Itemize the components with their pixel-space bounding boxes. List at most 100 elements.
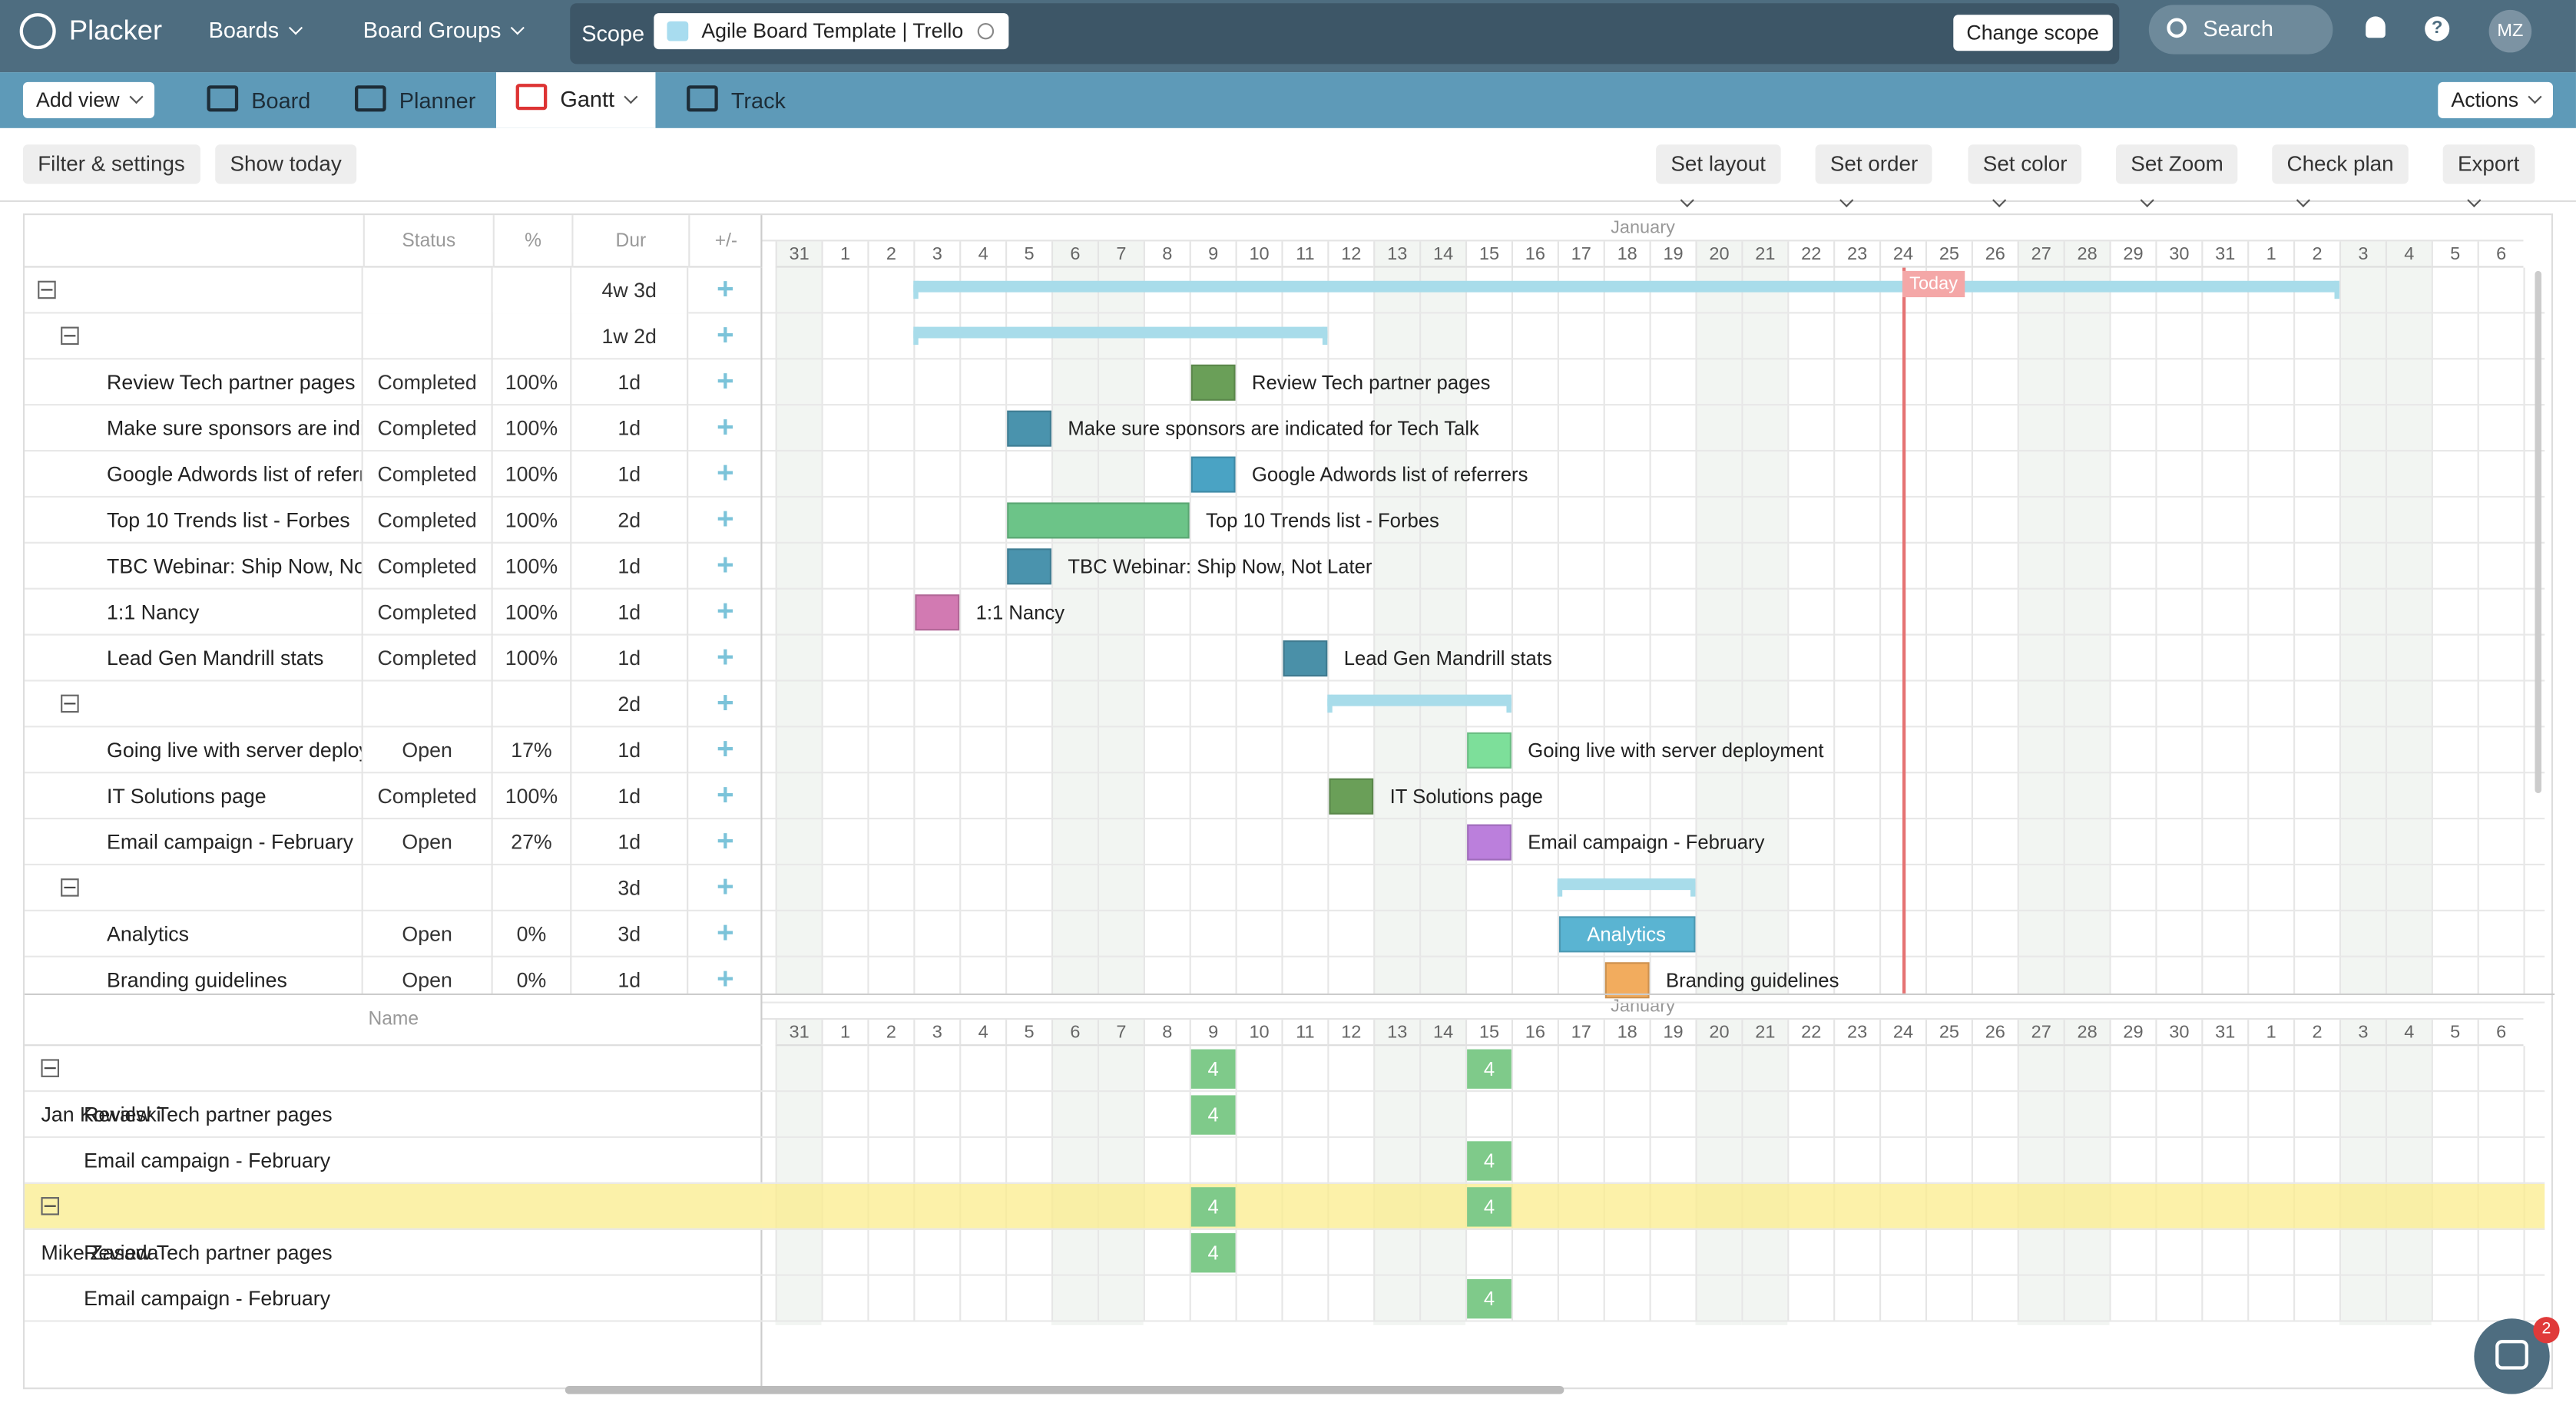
collapse-toggle[interactable] — [61, 326, 79, 346]
board-groups-menu[interactable]: Board Groups — [363, 18, 525, 43]
search[interactable]: Search — [2148, 5, 2333, 55]
row-line — [25, 1228, 763, 1230]
actions[interactable]: Actions — [2438, 81, 2554, 118]
task-bar[interactable] — [1190, 456, 1236, 493]
help[interactable]: ? — [2425, 16, 2450, 41]
icon — [1680, 193, 1694, 207]
gear — [978, 22, 995, 40]
add-button[interactable]: + — [717, 410, 734, 444]
day-label: 2 — [867, 241, 914, 268]
toolbar-button[interactable]: Set color — [1968, 144, 2082, 207]
task-bar[interactable] — [1007, 502, 1190, 539]
collapse-toggle[interactable] — [61, 878, 79, 897]
toolbar-button[interactable]: Show today — [215, 144, 357, 184]
day-label: 22 — [1787, 241, 1834, 268]
row-line — [25, 863, 761, 866]
summary-bar — [1327, 694, 1511, 706]
view-tab[interactable]: Board — [207, 85, 310, 114]
day-label: 4 — [959, 1020, 1006, 1047]
task-name: TBC Webinar: Ship Now, Not Later — [25, 543, 363, 590]
add-button[interactable]: + — [717, 824, 734, 858]
scope-chip[interactable]: Agile Board Template | Trello — [654, 13, 1010, 50]
day-label: 31 — [775, 1020, 822, 1047]
grid-line — [1833, 267, 1836, 994]
add-button[interactable]: + — [717, 962, 734, 994]
section-divider — [25, 993, 2555, 995]
timeline: January 31 1 2 3 4 5 6 7 8 9 10 11 12 13 14 15 16 17 18 19 20… — [762, 215, 2545, 1391]
view-tab[interactable]: Gantt — [495, 72, 656, 128]
toolbar-button[interactable]: Set order — [1815, 144, 1933, 207]
label: Add view — [36, 88, 120, 112]
task-bar[interactable] — [1190, 364, 1236, 401]
bell[interactable] — [2366, 16, 2386, 38]
cell-pct — [493, 865, 572, 911]
brand[interactable]: Placker — [68, 15, 163, 46]
task-bar[interactable] — [1283, 640, 1328, 677]
boards-menu[interactable]: Boards — [209, 18, 303, 43]
add-button[interactable]: + — [717, 364, 734, 398]
day-label: 9 — [1189, 1020, 1236, 1047]
row-line — [25, 541, 761, 544]
grid-line — [1971, 267, 1973, 994]
row-line — [762, 1182, 2545, 1184]
chat-button[interactable]: 2 — [2474, 1317, 2560, 1394]
grid-line — [1741, 267, 1743, 994]
collapse-toggle[interactable] — [41, 1197, 60, 1215]
collapse-toggle[interactable] — [41, 1059, 60, 1077]
add-button[interactable]: + — [717, 732, 734, 766]
task-bar[interactable] — [1467, 732, 1511, 769]
day-label: 1 — [2247, 1020, 2294, 1047]
task-bar[interactable] — [1329, 778, 1374, 815]
day-label: 26 — [1971, 1020, 2018, 1047]
task-bar[interactable] — [1467, 824, 1511, 861]
label: Jan Kowalski — [41, 1103, 161, 1127]
day-label: 28 — [2063, 241, 2110, 268]
toolbar-button[interactable]: Set Zoom — [2116, 144, 2239, 207]
toolbar-button[interactable]: Set layout — [1656, 144, 1781, 207]
add-button[interactable]: + — [717, 686, 734, 719]
day-label: 13 — [1373, 241, 1420, 268]
add-view[interactable]: Add view — [22, 81, 154, 118]
column-header: Dur — [571, 215, 688, 268]
avatar[interactable]: MZ — [2488, 9, 2532, 53]
view-tab[interactable]: Track — [687, 85, 786, 114]
add-button[interactable]: + — [717, 502, 734, 536]
toolbar-button[interactable]: Filter & settings — [22, 144, 200, 184]
add-button[interactable]: + — [717, 916, 734, 950]
task-bar[interactable] — [915, 594, 960, 631]
add-button[interactable]: + — [717, 273, 734, 306]
add-button[interactable]: + — [717, 640, 734, 673]
bar-label: Email campaign - February — [1528, 831, 1765, 855]
grid-line — [1787, 267, 1790, 994]
change-scope[interactable]: Change scope — [1953, 15, 2112, 51]
add-button[interactable]: + — [717, 778, 734, 812]
row-line — [25, 1182, 763, 1184]
weekend-shade — [1373, 241, 1420, 994]
divider — [0, 200, 2576, 203]
add-button[interactable]: + — [717, 456, 734, 490]
task-bar[interactable] — [1604, 962, 1650, 999]
add-button[interactable]: + — [717, 548, 734, 582]
resource-name: Email campaign - February — [25, 1276, 762, 1322]
task-bar[interactable] — [1007, 410, 1051, 447]
grid-line — [775, 267, 777, 994]
add-button[interactable]: + — [717, 318, 734, 352]
column-header: Status — [363, 215, 493, 268]
cell-status — [363, 267, 493, 314]
collapse-toggle[interactable] — [38, 280, 56, 299]
day-label: 27 — [2017, 1020, 2064, 1047]
add-button[interactable]: + — [717, 870, 734, 904]
toolbar-button[interactable]: Export — [2442, 144, 2535, 207]
toolbar-button[interactable]: Check plan — [2272, 144, 2409, 207]
day-label: 20 — [1695, 1020, 1742, 1047]
task-bar[interactable] — [1007, 548, 1051, 585]
add-button[interactable]: + — [717, 594, 734, 627]
day-label: 5 — [2431, 241, 2478, 268]
collapse-toggle[interactable] — [61, 694, 79, 713]
grid-line — [1189, 267, 1191, 994]
grid-line — [1373, 267, 1376, 994]
task-bar[interactable] — [1558, 916, 1696, 953]
grid-line — [1327, 267, 1329, 994]
view-tab[interactable]: Planner — [355, 85, 475, 114]
task-name: 1:1 Nancy — [25, 589, 363, 636]
